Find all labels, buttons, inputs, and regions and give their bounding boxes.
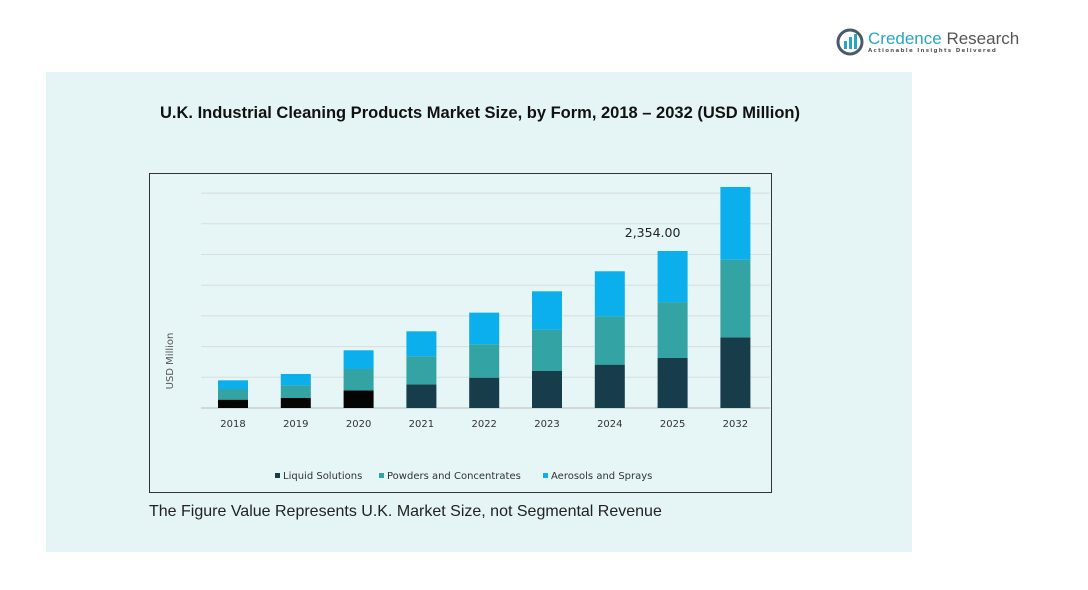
credence-research-logo: Credence Research Actionable Insights De… [836,28,1019,56]
stacked-bar-chart: USD Million 2018 2019 2020 2021 2022 2023 2024 2… [165,186,770,482]
logo-icon [836,28,864,56]
bar-aerosols-and-sprays-2019 [280,373,311,386]
bar-powders-and-concentrates-2021 [406,356,437,385]
x-tick-label-2021: 2021 [409,419,434,430]
legend-label-2: Aerosols and Sprays [551,471,652,482]
bar-liquid-solutions-2019 [280,397,311,408]
data-label-2025: 2,354.00 [625,225,681,240]
footnote: The Figure Value Represents U.K. Market … [149,503,662,520]
bar-aerosols-and-sprays-2021 [406,331,437,357]
bar-powders-and-concentrates-2032 [720,259,751,338]
legend-label-1: Powders and Concentrates [387,471,521,482]
bar-aerosols-and-sprays-2020 [343,350,374,369]
bar-powders-and-concentrates-2024 [594,316,625,365]
bar-aerosols-and-sprays-2025 [657,251,688,303]
logo-tagline: Actionable Insights Delivered [868,48,998,54]
x-tick-label-2018: 2018 [220,419,245,430]
bar-aerosols-and-sprays-2022 [469,312,500,345]
x-tick-label-2022: 2022 [471,419,496,430]
y-axis-label: USD Million [165,333,176,390]
bar-liquid-solutions-2022 [469,377,500,408]
logo-name-1: Credence [868,29,942,48]
x-tick-label-2020: 2020 [346,419,371,430]
chart-area: USD Million 2018 2019 2020 2021 2022 2023 2024 2… [149,173,772,493]
bar-powders-and-concentrates-2020 [343,368,374,391]
bar-liquid-solutions-2023 [532,370,562,408]
bar-powders-and-concentrates-2019 [280,385,311,398]
x-tick-label-2023: 2023 [534,419,559,430]
bar-liquid-solutions-2032 [720,337,751,408]
x-tick-label-2032: 2032 [723,419,748,430]
bar-liquid-solutions-2018 [218,399,248,408]
legend-swatch-0 [275,473,280,478]
bar-powders-and-concentrates-2025 [657,302,688,358]
chart-title: U.K. Industrial Cleaning Products Market… [160,104,800,122]
bar-aerosols-and-sprays-2023 [532,291,562,330]
bar-powders-and-concentrates-2022 [469,344,500,378]
bar-aerosols-and-sprays-2032 [720,186,751,260]
bar-liquid-solutions-2021 [406,384,437,408]
bar-aerosols-and-sprays-2024 [594,271,625,317]
x-tick-label-2024: 2024 [597,419,622,430]
bar-liquid-solutions-2020 [343,390,374,408]
legend-label-0: Liquid Solutions [283,471,362,482]
bar-liquid-solutions-2025 [657,357,688,408]
bar-powders-and-concentrates-2018 [218,388,248,400]
legend-swatch-1 [379,473,384,478]
logo-name-2: Research [941,29,1020,48]
x-tick-label-2025: 2025 [660,419,685,430]
bar-liquid-solutions-2024 [594,364,625,408]
bar-powders-and-concentrates-2023 [532,329,562,371]
bar-aerosols-and-sprays-2018 [218,380,248,389]
legend-swatch-2 [543,473,548,478]
x-tick-label-2019: 2019 [283,419,308,430]
